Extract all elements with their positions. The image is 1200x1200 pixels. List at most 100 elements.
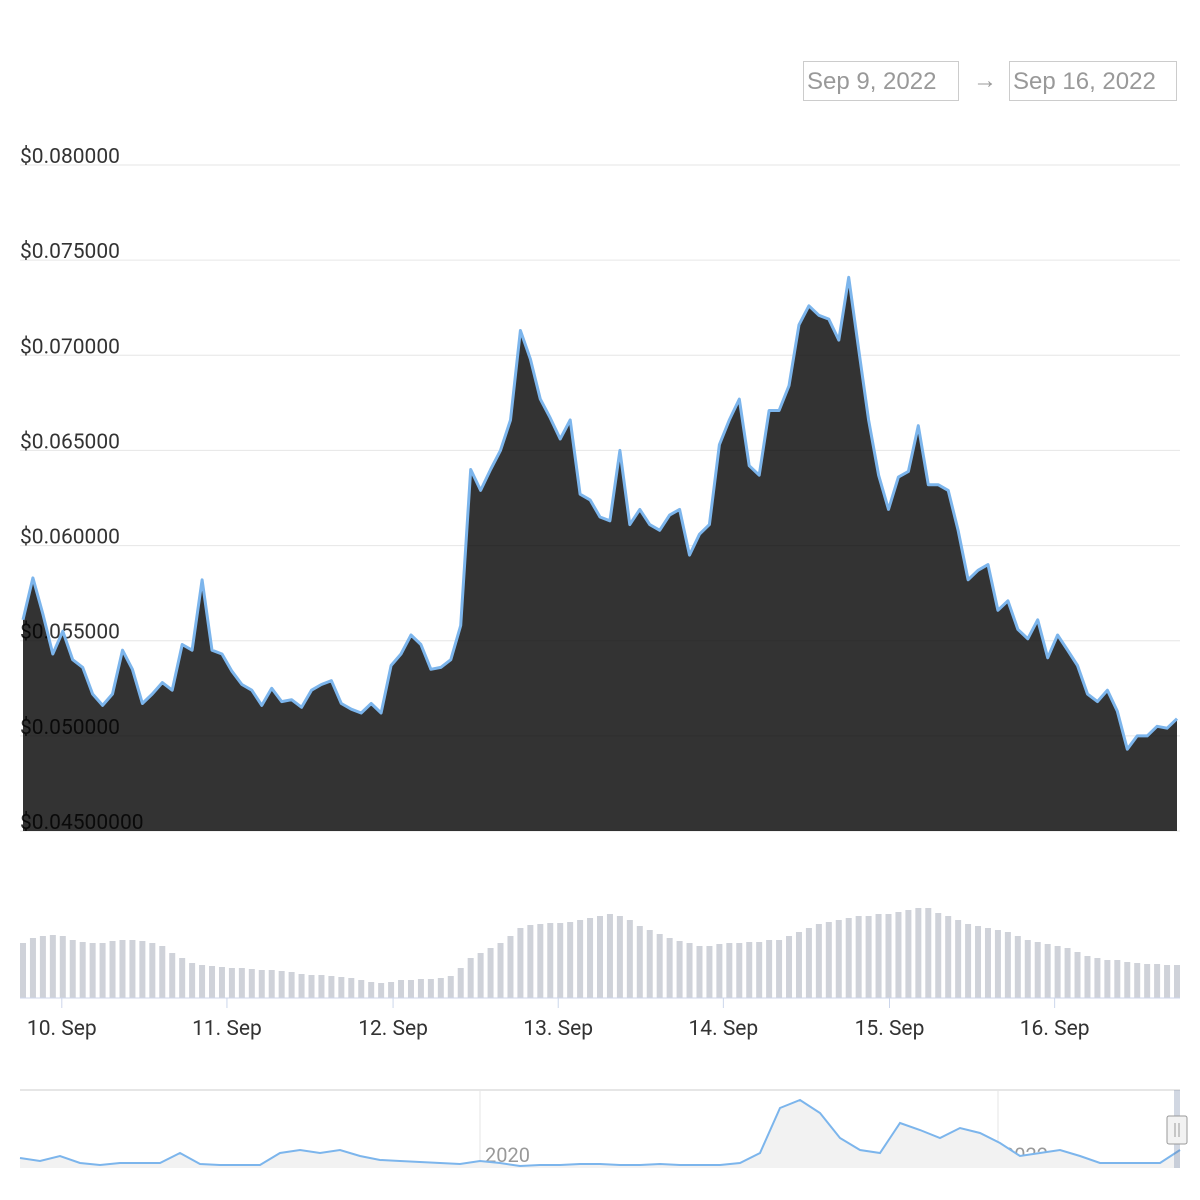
volume-bar bbox=[437, 978, 444, 998]
x-tick-label: 14. Sep bbox=[688, 1017, 758, 1041]
volume-bar bbox=[149, 943, 156, 998]
volume-bar bbox=[1114, 960, 1121, 998]
volume-bar bbox=[716, 944, 723, 998]
line bbox=[21, 275, 1179, 751]
volume-bar bbox=[248, 969, 255, 998]
volume-bar bbox=[507, 936, 514, 998]
y-tick-label: $0.070000 bbox=[20, 335, 120, 359]
volume-bar bbox=[776, 940, 783, 998]
area bbox=[23, 277, 1177, 831]
volume-bar bbox=[865, 916, 872, 998]
volume-bar bbox=[69, 940, 76, 998]
volume-bar bbox=[407, 980, 414, 998]
volume-bar bbox=[577, 920, 584, 998]
volume-bar bbox=[358, 980, 365, 998]
volume-bar bbox=[1064, 948, 1071, 998]
volume-bar bbox=[905, 910, 912, 998]
volume-bar bbox=[288, 972, 295, 998]
volume-bar bbox=[636, 926, 643, 998]
volume-bar bbox=[1124, 962, 1131, 998]
volume-bar bbox=[199, 965, 206, 998]
volume-bar bbox=[895, 912, 902, 998]
volume-bar bbox=[1014, 936, 1021, 998]
x-tick-label: 12. Sep bbox=[358, 1017, 428, 1041]
volume-bar bbox=[1044, 944, 1051, 998]
volume-bar bbox=[179, 958, 186, 998]
volume-bar bbox=[885, 914, 892, 998]
volume-bar bbox=[298, 974, 305, 998]
volume-bar bbox=[676, 941, 683, 998]
date-from[interactable]: Sep 9, 2022 bbox=[803, 61, 959, 101]
volume-bar bbox=[616, 916, 623, 998]
volume-bar bbox=[417, 979, 424, 998]
volume-bar bbox=[218, 967, 225, 998]
volume-bar bbox=[547, 923, 554, 998]
volume-bar bbox=[1164, 965, 1171, 998]
volume-bar bbox=[945, 916, 952, 998]
volume-bar bbox=[994, 930, 1001, 998]
navigator-handle[interactable] bbox=[1166, 1115, 1188, 1145]
volume-bar bbox=[59, 936, 66, 998]
volume-bar bbox=[557, 923, 564, 998]
volume-bar bbox=[1144, 964, 1151, 998]
volume-bar bbox=[29, 938, 36, 998]
navigator-line bbox=[19, 1098, 1181, 1168]
volume-bar bbox=[119, 940, 126, 998]
volume-bar bbox=[238, 968, 245, 998]
volume-bar bbox=[99, 943, 106, 998]
volume-bar bbox=[1004, 932, 1011, 998]
volume-bar bbox=[447, 976, 454, 998]
date-separator: → bbox=[973, 67, 997, 94]
volume-bar bbox=[497, 943, 504, 998]
volume-bar bbox=[1054, 946, 1061, 998]
volume-bar bbox=[815, 924, 822, 998]
volume-bar bbox=[139, 941, 146, 998]
volume-bar bbox=[308, 975, 315, 998]
volume-bar bbox=[268, 970, 275, 998]
volume-bar bbox=[1094, 958, 1101, 998]
volume-bar bbox=[736, 943, 743, 998]
volume-bar bbox=[109, 941, 116, 998]
volume-bar bbox=[228, 968, 235, 998]
volume-bar bbox=[587, 918, 594, 998]
volume-bar bbox=[795, 932, 802, 998]
volume-bar bbox=[666, 938, 673, 998]
volume-bar bbox=[786, 936, 793, 998]
volume-bar bbox=[467, 958, 474, 998]
volume-bar bbox=[1104, 960, 1111, 998]
volume-bar bbox=[1074, 952, 1081, 998]
volume-bar bbox=[477, 953, 484, 998]
x-tick-label: 11. Sep bbox=[192, 1017, 262, 1041]
navigator-area bbox=[20, 1100, 1180, 1168]
volume-bar bbox=[388, 982, 395, 998]
volume-bar bbox=[756, 942, 763, 998]
volume-bar bbox=[875, 914, 882, 998]
volume-bar bbox=[39, 936, 46, 998]
volume-bar bbox=[338, 977, 345, 998]
volume-bar bbox=[159, 946, 166, 998]
volume-bar bbox=[766, 940, 773, 998]
volume-bar bbox=[398, 980, 405, 998]
volume-bar bbox=[656, 934, 663, 998]
volume-bar bbox=[646, 930, 653, 998]
volume-bar bbox=[1174, 965, 1180, 998]
volume-bar bbox=[1024, 940, 1031, 998]
volume-bar bbox=[975, 926, 982, 998]
volume-bar bbox=[89, 943, 96, 998]
volume-bar bbox=[189, 963, 196, 998]
y-tick-label: $0.075000 bbox=[20, 240, 120, 264]
x-tick-label: 15. Sep bbox=[855, 1017, 925, 1041]
volume-bar bbox=[487, 948, 494, 998]
volume-bar bbox=[825, 922, 832, 998]
volume-bar bbox=[258, 970, 265, 998]
volume-bar bbox=[984, 928, 991, 998]
volume-bar bbox=[517, 928, 524, 998]
date-to[interactable]: Sep 16, 2022 bbox=[1009, 61, 1177, 101]
volume-bar bbox=[626, 920, 633, 998]
y-tick-label: $0.060000 bbox=[20, 526, 120, 550]
volume-bar bbox=[527, 925, 534, 998]
y-tick-label: $0.065000 bbox=[20, 430, 120, 454]
volume-bar bbox=[49, 935, 56, 998]
volume-bar bbox=[537, 924, 544, 998]
